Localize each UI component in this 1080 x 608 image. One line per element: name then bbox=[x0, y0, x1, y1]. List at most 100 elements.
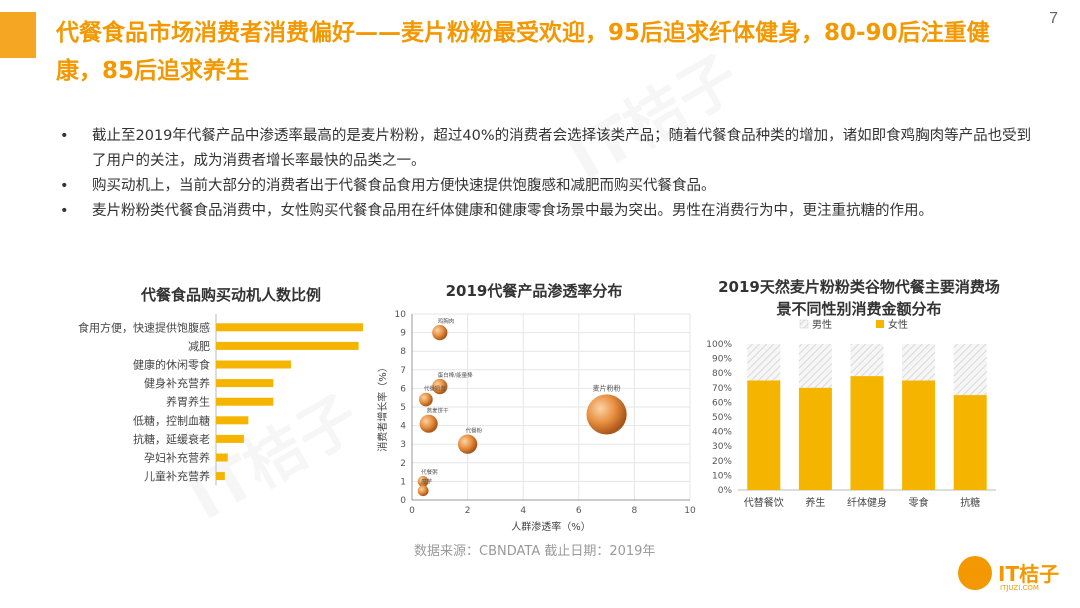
bubble-point bbox=[419, 392, 433, 407]
bubble-label: 代餐奶昔 bbox=[424, 385, 447, 393]
bar-5 bbox=[216, 416, 249, 425]
bar-female-0 bbox=[747, 380, 781, 490]
category-label: 养生 bbox=[805, 496, 825, 509]
motive-bar-chart: 食用方便，快速提供饱腹感减肥健康的休闲零食健身补充营养养胃养生低糖，控制血糖抗糖… bbox=[78, 314, 363, 486]
page-title: 代餐食品市场消费者消费偏好——麦片粉粉最受欢迎，95后追求纤体健身，80-90后… bbox=[56, 20, 990, 84]
bullet-text: 截止至2019年代餐产品中渗透率最高的是麦片粉粉，超过40%的消费者会选择该类产… bbox=[92, 128, 1032, 169]
y-tick-label: 30% bbox=[712, 442, 732, 452]
x-tick-label: 10 bbox=[684, 506, 696, 516]
bubble-point bbox=[432, 378, 448, 395]
bar-1 bbox=[216, 341, 359, 350]
bar-female-4 bbox=[953, 395, 987, 490]
category-label: 减肥 bbox=[188, 340, 210, 353]
category-label: 零食 bbox=[909, 496, 929, 509]
bar-female-3 bbox=[902, 380, 936, 490]
y-tick-label: 2 bbox=[400, 459, 406, 469]
bubble-label: 麦片粉粉 bbox=[593, 383, 621, 392]
logo-text: IT桔子 bbox=[998, 562, 1060, 586]
y-tick-label: 10 bbox=[395, 310, 407, 320]
y-tick-label: 0 bbox=[400, 496, 406, 506]
orange-logo-icon bbox=[958, 556, 992, 590]
category-label: 纤体健身 bbox=[847, 496, 887, 509]
bullet-dot: • bbox=[60, 128, 69, 144]
bar-7 bbox=[216, 453, 228, 462]
y-tick-label: 40% bbox=[712, 428, 732, 438]
bubble-label: 鸡胸肉 bbox=[438, 317, 455, 325]
title-accent-bar bbox=[0, 12, 36, 58]
y-tick-label: 0% bbox=[718, 486, 733, 496]
gender-stacked-bar-chart: 男性 女性 0% 10% 20% 30% 40% 50% 60% 70% 80% 90% 100% 代替餐… bbox=[706, 318, 996, 509]
page-number: 7 bbox=[1049, 10, 1058, 27]
bullet-text: 购买动机上，当前大部分的消费者出于代餐食品食用方便快速提供饱腹感和减肥而购买代餐… bbox=[92, 178, 716, 194]
y-tick-label: 20% bbox=[712, 457, 732, 467]
bar-male-2 bbox=[850, 344, 884, 377]
bar-male-3 bbox=[902, 344, 936, 381]
bubble-point bbox=[417, 476, 429, 487]
data-source: 数据来源：CBNDATA 截止日期：2019年 bbox=[414, 544, 656, 559]
bubble-label: 魔芋 bbox=[421, 477, 433, 485]
bubble-point bbox=[586, 394, 627, 435]
bar-female-2 bbox=[850, 376, 884, 490]
y-tick-label: 60% bbox=[712, 398, 732, 408]
bar-2 bbox=[216, 360, 291, 369]
y-tick-label: 7 bbox=[400, 366, 406, 376]
category-label: 养胃养生 bbox=[166, 395, 210, 409]
category-label: 抗糖，延缓衰老 bbox=[133, 432, 210, 446]
x-tick-label: 0 bbox=[409, 506, 415, 516]
bubble-label: 代餐粉 bbox=[466, 427, 483, 435]
bullet-list: • 截止至2019年代餐产品中渗透率最高的是麦片粉粉，超过40%的消费者会选择该… bbox=[58, 124, 1038, 224]
category-label: 健康的休闲零食 bbox=[133, 358, 210, 372]
x-axis-label: 人群渗透率（%） bbox=[511, 520, 591, 532]
penetration-bubble-chart: 0 1 2 3 4 5 6 7 8 9 10 0 2 4 6 8 10 人群渗透率（%） 消费者增长率（%） 鸡胸肉蛋… bbox=[376, 310, 696, 532]
y-tick-label: 3 bbox=[400, 440, 406, 450]
bar-female-1 bbox=[798, 387, 832, 490]
legend-label-female: 女性 bbox=[888, 318, 908, 331]
chart2-title: 2019代餐产品渗透率分布 bbox=[445, 282, 623, 300]
y-tick-label: 100% bbox=[706, 340, 732, 350]
y-tick-label: 9 bbox=[400, 329, 406, 339]
bar-male-1 bbox=[798, 344, 832, 388]
y-tick-label: 90% bbox=[712, 355, 732, 365]
category-label: 孕妇补充营养 bbox=[144, 451, 210, 465]
bullet-item: • 截止至2019年代餐产品中渗透率最高的是麦片粉粉，超过40%的消费者会选择该… bbox=[58, 124, 1038, 174]
bullet-dot: • bbox=[60, 203, 69, 219]
category-label: 健身补充营养 bbox=[144, 376, 210, 390]
category-label: 抗糖 bbox=[960, 496, 980, 509]
bullet-item: • 购买动机上，当前大部分的消费者出于代餐食品食用方便快速提供饱腹感和减肥而购买… bbox=[58, 174, 1038, 199]
y-tick-label: 6 bbox=[400, 384, 406, 394]
legend-label-male: 男性 bbox=[812, 318, 832, 331]
chart3-title: 2019天然麦片粉粉类谷物代餐主要消费场景不同性别消费金额分布 bbox=[718, 278, 1000, 318]
bar-4 bbox=[216, 397, 274, 406]
legend-swatch-female bbox=[876, 320, 884, 328]
legend-swatch-male bbox=[799, 319, 809, 329]
y-tick-label: 1 bbox=[400, 477, 406, 487]
category-label: 代替餐饮 bbox=[744, 496, 784, 509]
y-tick-label: 5 bbox=[400, 403, 406, 413]
category-label: 低糖，控制血糖 bbox=[133, 413, 210, 427]
bubble-point bbox=[417, 485, 429, 497]
x-tick-label: 4 bbox=[520, 506, 526, 516]
bubble-point bbox=[419, 414, 438, 433]
bubble-point bbox=[432, 324, 448, 341]
chart1-title: 代餐食品购买动机人数比例 bbox=[140, 286, 321, 304]
category-label: 食用方便，快速提供饱腹感 bbox=[78, 320, 210, 334]
y-tick-label: 80% bbox=[712, 369, 732, 379]
y-axis-label: 消费者增长率（%） bbox=[376, 362, 389, 452]
bar-male-4 bbox=[953, 344, 987, 396]
bar-3 bbox=[216, 379, 274, 388]
bubble-label: 蛋白棒/能量棒 bbox=[438, 371, 473, 379]
bar-8 bbox=[216, 472, 225, 481]
bubble-label: 燕麦饼干 bbox=[427, 407, 450, 415]
y-tick-label: 10% bbox=[712, 471, 732, 481]
y-tick-label: 50% bbox=[712, 413, 732, 423]
y-tick-label: 70% bbox=[712, 384, 732, 394]
bubble-label: 代餐粥 bbox=[421, 468, 438, 476]
bullet-text: 麦片粉粉类代餐食品消费中，女性购买代餐食品用在纤体健康和健康零食场景中最为突出。… bbox=[92, 203, 933, 219]
bubble-point bbox=[457, 434, 478, 454]
bar-6 bbox=[216, 434, 244, 443]
bullet-item: • 麦片粉粉类代餐食品消费中，女性购买代餐食品用在纤体健康和健康零食场景中最为突… bbox=[58, 199, 1038, 224]
bar-0 bbox=[216, 323, 363, 332]
x-tick-label: 8 bbox=[632, 506, 638, 516]
y-tick-label: 8 bbox=[400, 347, 406, 357]
bar-male-0 bbox=[747, 344, 781, 381]
